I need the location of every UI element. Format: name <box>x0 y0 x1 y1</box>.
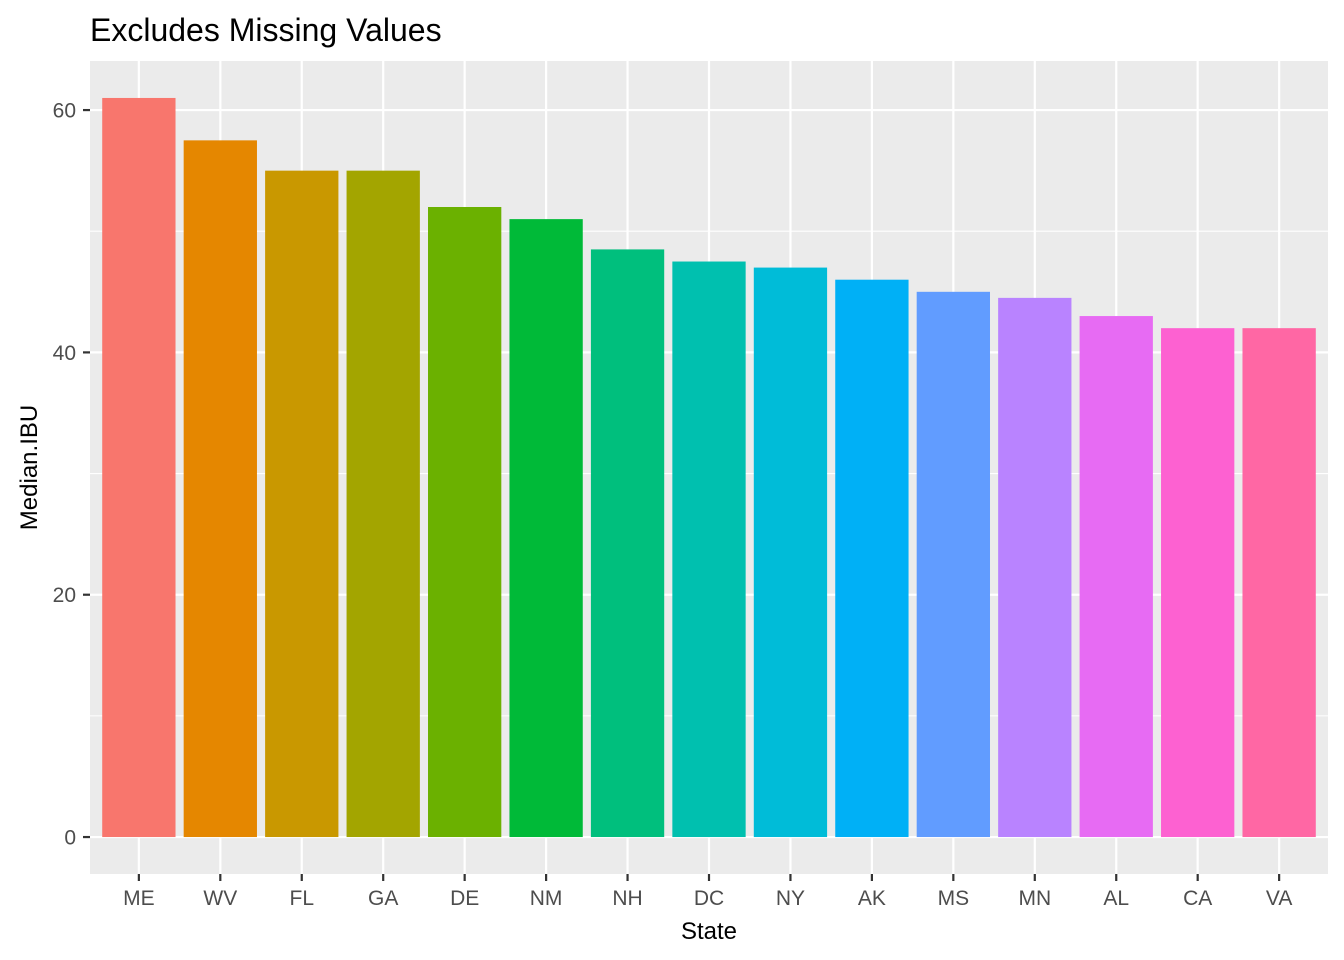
x-tick-label: NM <box>530 887 563 910</box>
x-tick-label: AK <box>858 887 886 910</box>
x-tick-label: NH <box>612 887 642 910</box>
bar-va <box>1242 328 1316 838</box>
bars <box>102 97 1316 838</box>
x-tick-label: MS <box>938 887 970 910</box>
bar-de <box>428 207 502 838</box>
bar-fl <box>265 170 339 838</box>
bar-al <box>1079 316 1153 838</box>
bar-ak <box>835 279 909 838</box>
x-tick-label: WV <box>203 887 237 910</box>
x-tick-label: VA <box>1266 887 1292 910</box>
chart-title: Excludes Missing Values <box>90 12 442 48</box>
bar-me <box>102 97 176 838</box>
x-tick-label: DE <box>450 887 479 910</box>
x-tick-label: DC <box>694 887 724 910</box>
x-tick-label: CA <box>1183 887 1212 910</box>
y-tick-label: 0 <box>64 827 76 850</box>
bar-ga <box>346 170 420 838</box>
x-tick-label: FL <box>290 887 315 910</box>
x-axis-title: State <box>681 918 737 945</box>
x-tick-label: GA <box>368 887 398 910</box>
y-axis: 0 20 40 60 <box>53 100 90 850</box>
x-axis: ME WV FL GA DE NM NH DC NY AK MS MN AL CA VA <box>123 874 1292 910</box>
bar-wv <box>183 140 257 838</box>
bar-nm <box>509 219 583 838</box>
y-tick-label: 20 <box>53 584 76 607</box>
bar-ca <box>1161 328 1235 838</box>
bar-mn <box>998 297 1072 838</box>
y-tick-label: 40 <box>53 342 76 365</box>
bar-ny <box>753 267 828 838</box>
x-tick-label: ME <box>123 887 155 910</box>
bar-dc <box>672 261 746 838</box>
x-tick-label: NY <box>776 887 805 910</box>
x-tick-label: MN <box>1018 887 1051 910</box>
y-axis-title: Median.IBU <box>16 405 43 530</box>
bar-nh <box>590 249 665 838</box>
y-tick-label: 60 <box>53 100 76 123</box>
bar-ms <box>916 291 990 838</box>
x-tick-label: AL <box>1103 887 1129 910</box>
